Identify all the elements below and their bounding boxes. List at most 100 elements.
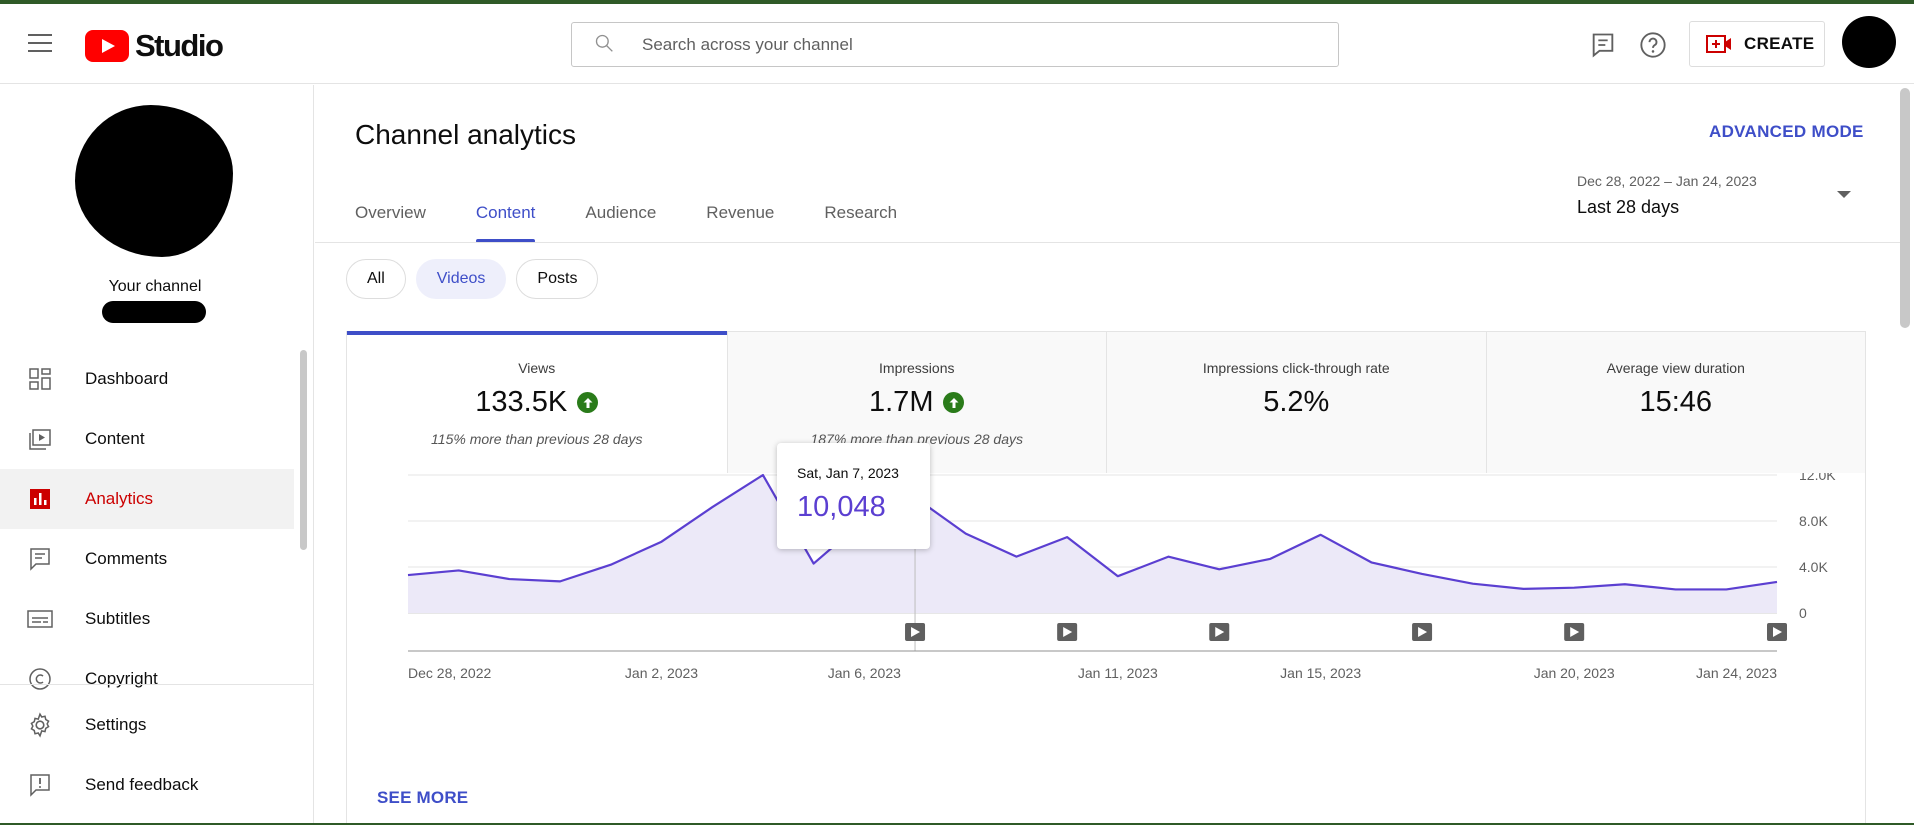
comments-icon (27, 546, 53, 572)
y-tick-label: 4.0K (1799, 559, 1828, 575)
chart-tooltip: Sat, Jan 7, 2023 10,048 (777, 443, 930, 549)
create-button[interactable]: CREATE (1689, 21, 1825, 67)
page-scrollbar[interactable] (1900, 88, 1910, 328)
feedback-icon[interactable] (1589, 31, 1617, 59)
x-tick-label: Jan 24, 2023 (1696, 665, 1777, 681)
video-marker-play (1063, 627, 1073, 637)
sidebar-item-label: Analytics (85, 489, 154, 508)
help-icon[interactable] (1639, 31, 1667, 59)
metric-ctr[interactable]: Impressions click-through rate 5.2% (1106, 332, 1486, 473)
sidebar-item-label: Subtitles (85, 609, 151, 628)
metric-value: 1.7M (869, 386, 934, 418)
sidebar-bottom: Settings Send feedback (0, 684, 314, 815)
settings-icon (27, 712, 53, 738)
send-feedback-icon (27, 772, 53, 798)
metric-views[interactable]: Views 133.5K 115% more than previous 28 … (347, 331, 727, 473)
metric-value: 15:46 (1639, 386, 1713, 418)
series-area (408, 475, 1777, 613)
sidebar-item-subtitles[interactable]: Subtitles (0, 589, 294, 649)
youtube-play-icon (85, 30, 129, 62)
arrow-up-icon (577, 392, 599, 413)
channel-avatar[interactable] (75, 105, 233, 257)
video-marker-play (1418, 627, 1428, 637)
search-box[interactable] (571, 22, 1339, 67)
logo-text: Studio (135, 28, 224, 63)
x-tick-label: Dec 28, 2022 (408, 665, 491, 681)
sidebar-item-content[interactable]: Content (0, 409, 294, 469)
sidebar-item-label: Send feedback (85, 775, 199, 794)
window-top-border (0, 0, 1914, 4)
content-filter-chips: All Videos Posts (346, 259, 608, 299)
metric-label: Views (518, 360, 556, 376)
tab-overview[interactable]: Overview (355, 203, 426, 222)
x-tick-label: Jan 11, 2023 (1078, 665, 1158, 681)
tab-research[interactable]: Research (824, 203, 898, 222)
x-tick-label: Jan 2, 2023 (625, 665, 698, 681)
metric-value: 5.2% (1263, 386, 1330, 418)
subtitles-icon (27, 606, 53, 632)
sidebar-item-label: Dashboard (85, 369, 169, 388)
content-icon (27, 426, 53, 452)
sidebar-item-send-feedback[interactable]: Send feedback (0, 755, 294, 815)
arrow-up-icon (943, 392, 965, 413)
search-input[interactable] (642, 23, 1322, 66)
video-marker-play (1215, 627, 1225, 637)
x-tick-label: Jan 20, 2023 (1534, 665, 1615, 681)
chip-posts[interactable]: Posts (516, 259, 599, 299)
sidebar-item-settings[interactable]: Settings (0, 695, 294, 755)
tooltip-value: 10,048 (797, 491, 886, 523)
metric-label: Impressions (879, 360, 955, 376)
metric-value: 133.5K (475, 386, 568, 418)
channel-name-redacted (102, 301, 206, 323)
create-label: CREATE (1744, 34, 1815, 53)
metric-avg-view-duration[interactable]: Average view duration 15:46 (1485, 332, 1865, 473)
sidebar-item-label: Content (85, 429, 145, 448)
metric-compare: 115% more than previous 28 days (431, 431, 643, 447)
tab-content[interactable]: Content (475, 203, 535, 243)
create-video-icon (1706, 35, 1731, 53)
views-chart[interactable]: 12.0K 8.0K 4.0K 0 Dec 28, 2022 Jan 2, 2023 Jan… (347, 473, 1867, 773)
window-bottom-border (0, 823, 1914, 825)
y-tick-label: 0 (1799, 605, 1807, 621)
tooltip-date: Sat, Jan 7, 2023 (797, 465, 899, 481)
sidebar: Your channel Dashboard Content Analytics… (0, 85, 314, 825)
page-title: Channel analytics (355, 119, 577, 150)
tab-revenue[interactable]: Revenue (706, 203, 775, 222)
top-bar: Studio CREATE (0, 4, 1914, 84)
chip-all[interactable]: All (346, 259, 406, 299)
sidebar-item-label: Comments (85, 549, 168, 568)
sidebar-item-label: Settings (85, 715, 147, 734)
advanced-mode-link[interactable]: ADVANCED MODE (1709, 122, 1864, 141)
date-range-picker[interactable]: Dec 28, 2022 – Jan 24, 2023 Last 28 days (1577, 173, 1757, 218)
metric-value-row: 1.7M (728, 386, 1107, 419)
dashboard-icon (27, 366, 53, 392)
sidebar-item-dashboard[interactable]: Dashboard (0, 349, 294, 409)
tab-audience[interactable]: Audience (585, 203, 657, 222)
y-tick-label: 8.0K (1799, 513, 1828, 529)
date-range-text: Dec 28, 2022 – Jan 24, 2023 (1577, 173, 1757, 189)
video-marker-play (1570, 627, 1580, 637)
main-content: Channel analytics ADVANCED MODE Dec 28, … (315, 85, 1900, 825)
tabs-divider (315, 242, 1900, 243)
chevron-down-icon[interactable] (1837, 191, 1851, 198)
chip-videos[interactable]: Videos (415, 259, 507, 299)
series-line (407, 473, 1778, 591)
analytics-tabs: Overview Content Audience Revenue Resear… (355, 203, 947, 243)
account-avatar[interactable] (1842, 16, 1896, 68)
date-range-label: Last 28 days (1577, 197, 1680, 217)
metrics-card: Views 133.5K 115% more than previous 28 … (346, 331, 1866, 825)
sidebar-item-label: Copyright (85, 669, 158, 688)
metric-label: Impressions click-through rate (1202, 360, 1390, 376)
studio-logo[interactable]: Studio (85, 28, 224, 64)
sidebar-item-comments[interactable]: Comments (0, 529, 294, 589)
see-more-link[interactable]: SEE MORE (377, 788, 469, 807)
x-tick-label: Jan 15, 2023 (1280, 665, 1361, 681)
sidebar-item-copyright[interactable]: Copyright (0, 649, 294, 709)
sidebar-scrollbar[interactable] (300, 350, 307, 550)
sidebar-item-analytics[interactable]: Analytics (0, 469, 294, 529)
metric-label: Average view duration (1606, 360, 1745, 376)
search-icon (595, 34, 613, 52)
hamburger-icon[interactable] (28, 34, 52, 54)
x-tick-label: Jan 6, 2023 (828, 665, 901, 681)
analytics-icon (27, 486, 53, 512)
